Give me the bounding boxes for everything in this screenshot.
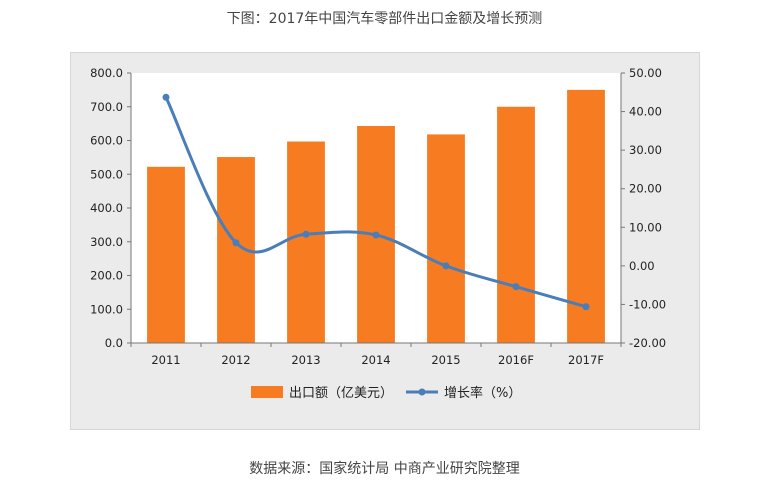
legend-line-label: 增长率（%）	[444, 385, 521, 401]
bar-2015	[427, 134, 465, 343]
right-tick-label: 30.00	[629, 143, 662, 157]
left-tick-label: 500.0	[90, 167, 123, 181]
right-tick-label: -20.00	[629, 336, 666, 350]
legend: 出口额（亿美元） 增长率（%）	[251, 385, 521, 401]
x-tick-label: 2011	[151, 353, 180, 367]
growth-point-2016F	[512, 283, 520, 291]
bar-2016F	[497, 106, 535, 343]
left-tick-label: 0.0	[105, 336, 123, 350]
left-tick-label: 400.0	[90, 201, 123, 215]
growth-point-2017F	[582, 303, 590, 311]
right-tick-label: 40.00	[629, 105, 662, 119]
source-note: 数据来源：国家统计局 中商产业研究院整理	[249, 461, 520, 477]
right-tick-label: 20.00	[629, 182, 662, 196]
x-tick-label: 2017F	[568, 353, 604, 367]
left-axis-ticks: 0.0 100.0 200.0 300.0 400.0 500.0 600.0 700.0 80…	[90, 66, 131, 350]
line-series	[162, 93, 590, 311]
chart-title: 下图：2017年中国汽车零部件出口金额及增长预测	[226, 11, 543, 27]
bar-2013	[287, 141, 325, 343]
legend-line-marker	[418, 388, 426, 396]
x-axis-ticks: 2011 2012 2013 2014 2015 2016F 2017F	[130, 343, 622, 367]
growth-point-2015	[442, 262, 450, 270]
left-tick-label: 700.0	[90, 100, 123, 114]
growth-point-2013	[302, 230, 310, 238]
legend-bar-label: 出口额（亿美元）	[289, 386, 393, 401]
left-tick-label: 600.0	[90, 134, 123, 148]
legend-bar-swatch	[251, 386, 283, 398]
x-tick-label: 2016F	[498, 353, 534, 367]
x-tick-label: 2015	[431, 353, 460, 367]
left-tick-label: 800.0	[90, 66, 123, 80]
right-tick-label: 50.00	[629, 66, 662, 80]
growth-point-2014	[372, 231, 380, 239]
x-tick-label: 2014	[361, 353, 390, 367]
right-tick-label: -10.00	[629, 297, 666, 311]
left-tick-label: 300.0	[90, 235, 123, 249]
right-axis-ticks: -20.00 -10.00 0.00 10.00 20.00 30.00 40.00 50.0…	[621, 66, 666, 350]
chart-frame: 0.0 100.0 200.0 300.0 400.0 500.0 600.0 700.0 80…	[70, 52, 700, 430]
growth-point-2012	[232, 239, 240, 247]
x-tick-label: 2013	[291, 353, 320, 367]
x-tick-label: 2012	[221, 353, 250, 367]
right-tick-label: 10.00	[629, 220, 662, 234]
growth-point-2011	[162, 93, 170, 101]
bar-2011	[147, 166, 185, 343]
right-tick-label: 0.00	[629, 259, 655, 273]
chart-svg: 0.0 100.0 200.0 300.0 400.0 500.0 600.0 700.0 80…	[90, 66, 666, 401]
bar-2017F	[567, 89, 605, 343]
left-tick-label: 100.0	[90, 302, 123, 316]
left-tick-label: 200.0	[90, 269, 123, 283]
